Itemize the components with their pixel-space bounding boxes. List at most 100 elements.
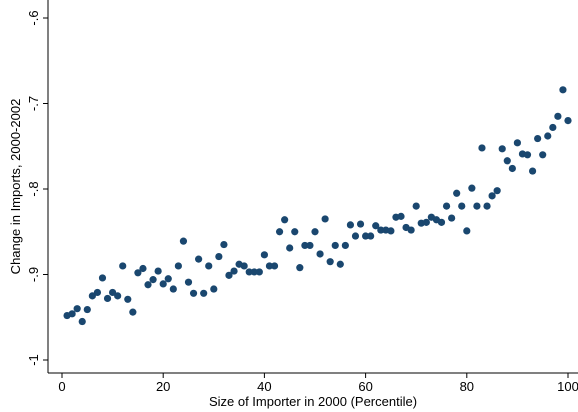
data-point [407,226,415,234]
data-point [98,274,107,282]
data-point [377,226,385,234]
data-points [63,86,572,326]
data-point [422,218,430,226]
data-point [291,228,299,236]
data-point [265,262,274,270]
data-point [240,262,248,270]
data-point [336,260,344,268]
data-point [109,288,117,297]
data-point [351,232,360,240]
data-point [397,212,405,220]
data-point [528,167,537,175]
x-tick-label: 40 [257,379,271,394]
data-point [103,294,112,303]
data-point [174,262,182,270]
data-point [341,241,349,250]
data-point [200,289,208,297]
data-point [468,184,476,192]
data-point [210,285,218,293]
data-point [164,275,172,283]
data-point [78,317,86,326]
data-point [478,144,486,152]
y-tick-label: -1 [26,354,41,366]
data-point [225,271,233,279]
data-point [534,134,542,143]
data-point [326,258,334,266]
data-point [159,280,167,288]
data-point [503,157,511,165]
data-point [306,241,314,250]
data-point [124,295,132,303]
data-point [483,202,491,210]
data-point [554,112,562,120]
data-point [362,232,370,240]
y-tick-label: -.8 [26,181,41,196]
data-point [331,241,339,250]
y-axis-ticks: -1 -.9 -.8 -.7 -.6 [26,10,48,366]
data-point [114,292,122,300]
data-point [134,269,142,277]
plot-area: -1 -.9 -.8 -.7 -.6 0 20 40 60 80 100 [26,0,578,394]
x-tick-label: 60 [358,379,372,394]
data-point [260,251,268,259]
data-point [311,228,319,236]
data-point [270,262,279,270]
data-point [473,202,481,210]
data-point [139,264,147,273]
data-point [230,267,238,275]
data-point [154,267,162,275]
data-point [412,202,420,210]
x-tick-label: 20 [156,379,170,394]
data-point [437,218,446,226]
data-point [301,241,309,250]
data-point [88,292,96,300]
data-point [296,264,304,272]
data-point [321,215,329,223]
data-point [119,262,127,270]
data-point [144,281,152,289]
y-tick-label: -.6 [26,10,41,25]
data-point [356,220,365,228]
data-point [250,268,258,276]
data-point [493,187,501,195]
x-tick-label: 0 [58,379,65,394]
data-point [448,214,456,222]
data-point [539,151,547,159]
data-point [83,305,91,314]
data-point [73,305,81,313]
x-tick-label: 80 [460,379,474,394]
data-point [215,252,223,261]
data-point [93,288,102,297]
data-point [508,164,516,173]
x-tick-label: 100 [557,379,578,394]
data-point [184,278,193,286]
data-point [453,189,461,197]
data-point [372,222,380,230]
data-point [245,268,253,276]
data-point [559,86,567,94]
y-axis-label: Change in Imports, 2000-2002 [8,99,23,275]
data-point [458,202,466,210]
x-axis-ticks: 0 20 40 60 80 100 [58,373,578,394]
data-point [523,151,532,159]
data-point [463,227,471,235]
data-point [564,117,572,125]
data-point [149,276,157,284]
data-point [286,244,294,252]
data-point [68,310,76,318]
data-point [275,228,284,236]
data-point [367,232,375,240]
data-point [498,145,506,153]
data-point [387,227,395,235]
data-point [189,289,198,297]
data-point [316,250,324,258]
data-point [544,132,552,140]
x-axis-label: Size of Importer in 2000 (Percentile) [209,394,417,409]
data-point [195,255,203,263]
y-tick-label: -.7 [26,96,41,111]
data-point [442,202,451,210]
data-point [255,268,263,276]
y-tick-label: -.9 [26,267,41,282]
